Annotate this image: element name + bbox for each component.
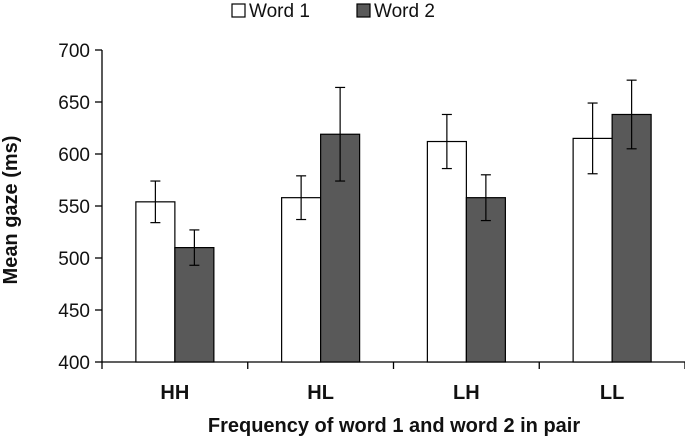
y-tick-label: 550 bbox=[58, 197, 90, 218]
legend-swatch-word-2 bbox=[356, 3, 371, 18]
bar-lh-word-2 bbox=[465, 197, 506, 363]
y-axis: 400 450 500 550 600 650 700 bbox=[58, 41, 103, 374]
bar-hh-word-1 bbox=[135, 201, 176, 363]
bar-hl-word-2 bbox=[320, 133, 361, 363]
x-axis-title: Frequency of word 1 and word 2 in pair bbox=[208, 415, 580, 437]
y-tick-label: 500 bbox=[58, 249, 90, 270]
x-tick-label-lh: LH bbox=[453, 382, 480, 404]
y-tick-label: 650 bbox=[58, 93, 90, 114]
x-tick-label-ll: LL bbox=[600, 382, 624, 404]
bar-ll-word-2 bbox=[611, 113, 652, 363]
error-bars bbox=[150, 79, 637, 266]
bar-ll-word-1 bbox=[572, 137, 613, 363]
bar-hh-word-2 bbox=[174, 247, 215, 363]
bar-hl-word-1 bbox=[281, 197, 322, 363]
y-axis-title: Mean gaze (ms) bbox=[0, 136, 22, 285]
bar-lh-word-1 bbox=[426, 140, 467, 363]
x-axis: HH HL LH LL bbox=[101, 361, 685, 404]
legend-label-word-1: Word 1 bbox=[249, 1, 310, 22]
legend: Word 1 Word 2 bbox=[231, 1, 435, 22]
bars bbox=[135, 113, 652, 363]
legend-label-word-2: Word 2 bbox=[374, 1, 435, 22]
y-tick-label: 600 bbox=[58, 145, 90, 166]
legend-swatch-word-1 bbox=[231, 3, 246, 18]
y-tick-label: 400 bbox=[58, 353, 90, 374]
x-tick-label-hh: HH bbox=[160, 382, 189, 404]
x-tick-label-hl: HL bbox=[307, 382, 334, 404]
y-tick-label: 700 bbox=[58, 41, 90, 62]
y-tick-label: 450 bbox=[58, 301, 90, 322]
